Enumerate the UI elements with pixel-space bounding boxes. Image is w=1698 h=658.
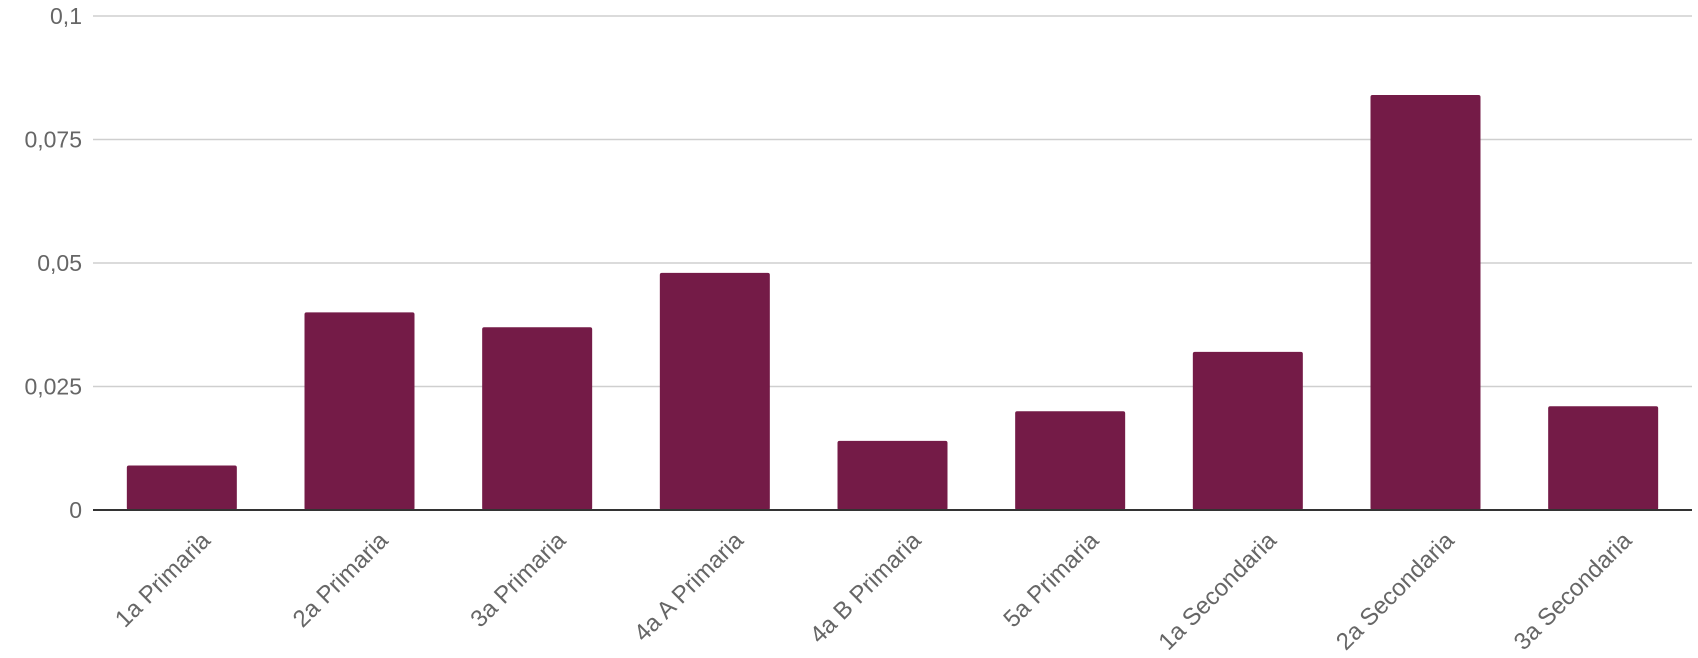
bar-5	[837, 440, 948, 510]
x-tick-label: 3a Secondaria	[1509, 527, 1638, 656]
x-axis-tick-labels: 1a Primaria 2a Primaria 3a Primaria 4a A Pr…	[110, 527, 1638, 656]
bar-9	[1548, 406, 1659, 510]
bar-2	[304, 312, 415, 510]
x-tick-label: 4a A Primaria	[629, 527, 749, 647]
x-tick-label: 2a Primaria	[288, 527, 394, 633]
x-tick-label: 3a Primaria	[465, 527, 571, 633]
bars	[126, 95, 1659, 510]
x-tick-label: 4a B Primaria	[805, 527, 927, 649]
bar-6	[1015, 411, 1126, 510]
bar-3	[482, 327, 593, 510]
x-tick-label: 1a Secondaria	[1153, 527, 1282, 656]
bar-7	[1192, 351, 1303, 510]
y-tick-label: 0,1	[50, 3, 82, 29]
bar-1	[126, 465, 237, 510]
y-tick-label: 0,075	[24, 127, 82, 153]
y-axis-tick-labels: 0 0,025 0,05 0,075 0,1	[24, 3, 82, 523]
bar-4	[659, 272, 770, 510]
x-tick-label: 5a Primaria	[998, 527, 1104, 633]
y-tick-label: 0,05	[37, 250, 82, 276]
y-tick-label: 0	[69, 497, 82, 523]
x-tick-label: 2a Secondaria	[1331, 527, 1460, 656]
x-tick-label: 1a Primaria	[110, 527, 216, 633]
bar-8	[1370, 95, 1481, 510]
y-tick-label: 0,025	[24, 374, 82, 400]
